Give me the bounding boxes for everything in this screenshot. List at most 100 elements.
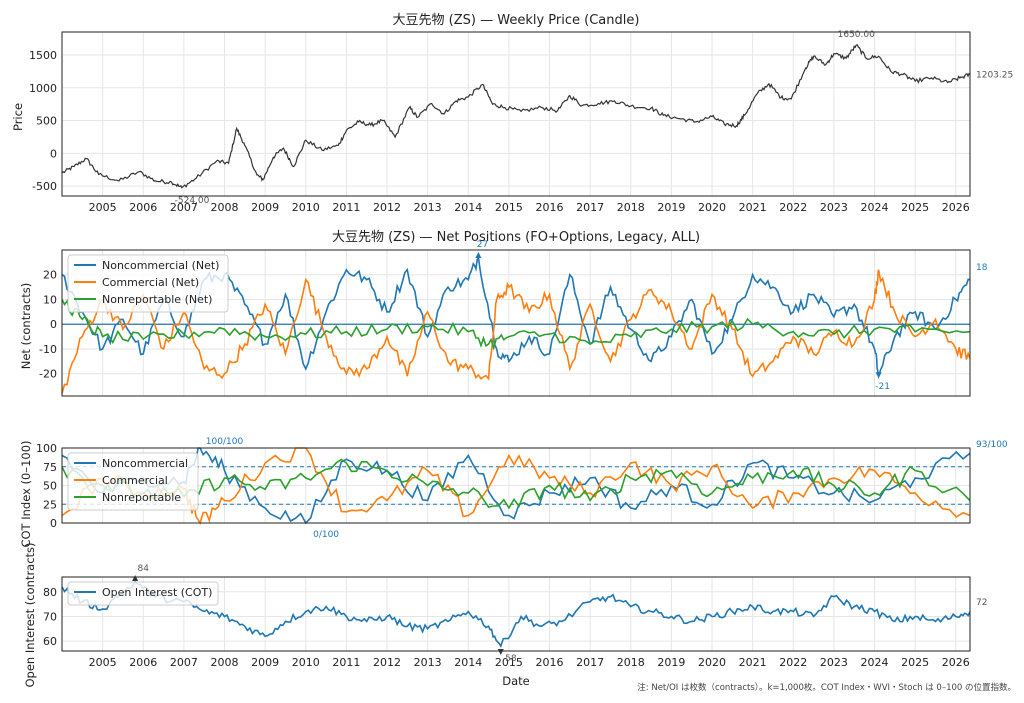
series-line-2 bbox=[61, 458, 971, 510]
legend-box bbox=[67, 581, 219, 606]
min-marker bbox=[875, 372, 882, 379]
y-tick-label: 75 bbox=[43, 461, 57, 474]
y-tick-label: 20 bbox=[43, 269, 57, 282]
y-tick-label: -500 bbox=[32, 180, 57, 193]
y-tick-label: 80 bbox=[43, 586, 57, 599]
legend: Noncommercial (Net) Commercial (Net) Nonre… bbox=[67, 254, 229, 313]
y-tick-label: -20 bbox=[39, 368, 57, 381]
x-tick-label: 2026 bbox=[942, 201, 970, 214]
min-annotation: -524.00 bbox=[175, 196, 210, 206]
y-tick-label: 0 bbox=[50, 147, 57, 160]
x-tick-label: 2010 bbox=[292, 201, 320, 214]
x-tick-label: 2006 bbox=[129, 201, 157, 214]
max-annotation: 1650.00 bbox=[838, 30, 875, 40]
x-tick-label: 2011 bbox=[332, 656, 360, 669]
x-tick-label: 2009 bbox=[251, 201, 279, 214]
legend-label: Commercial (Net) bbox=[102, 276, 199, 289]
x-tick-label: 2026 bbox=[942, 656, 970, 669]
y-tick-label: 50 bbox=[43, 480, 57, 493]
x-tick-label: 2014 bbox=[454, 201, 482, 214]
x-tick-label: 2023 bbox=[820, 656, 848, 669]
x-tick-label: 2007 bbox=[170, 201, 198, 214]
oi-ylabel: Open Interest (contracts) bbox=[23, 542, 37, 687]
min-annotation: 58 bbox=[505, 654, 517, 664]
y-tick-label: -10 bbox=[39, 343, 57, 356]
x-tick-label: 2015 bbox=[495, 656, 523, 669]
x-tick-label: 2012 bbox=[373, 201, 401, 214]
y-tick-label: 0 bbox=[50, 318, 57, 331]
x-tick-label: 2018 bbox=[617, 656, 645, 669]
x-tick-label: 2014 bbox=[454, 656, 482, 669]
y-tick-label: 0 bbox=[50, 517, 57, 530]
legend-label: Nonreportable (Net) bbox=[102, 293, 212, 306]
x-tick-label: 2019 bbox=[657, 201, 685, 214]
max-annotation: 84 bbox=[138, 564, 150, 574]
max-marker bbox=[132, 575, 139, 581]
series-line-1 bbox=[61, 269, 971, 394]
x-tick-label: 2017 bbox=[576, 201, 604, 214]
x-tick-label: 2024 bbox=[861, 201, 889, 214]
y-tick-label: 100 bbox=[36, 442, 57, 455]
legend-label: Noncommercial (Net) bbox=[102, 259, 219, 272]
min-marker bbox=[497, 649, 504, 655]
y-tick-label: 10 bbox=[43, 293, 57, 306]
x-tick-label: 2015 bbox=[495, 201, 523, 214]
x-tick-label: 2011 bbox=[332, 201, 360, 214]
plot-frame bbox=[61, 249, 971, 397]
panel-0: -500 0 500 1000 1500 2005 2006 2007 2008 2009 2010… bbox=[29, 30, 1013, 214]
x-tick-label: 2022 bbox=[779, 656, 807, 669]
plot-frame bbox=[61, 31, 971, 197]
legend-label: Nonreportable bbox=[102, 491, 181, 504]
legend-box bbox=[67, 452, 199, 511]
plot-frame bbox=[61, 576, 971, 652]
x-tick-label: 2013 bbox=[414, 656, 442, 669]
legend-label: Open Interest (COT) bbox=[102, 586, 212, 599]
x-tick-label: 2007 bbox=[170, 656, 198, 669]
x-tick-label: 2008 bbox=[211, 201, 239, 214]
series-line-0 bbox=[61, 580, 971, 648]
y-tick-label: 60 bbox=[43, 635, 57, 648]
cot-ylabel: COT Index (0–100) bbox=[19, 440, 33, 547]
y-tick-label: 500 bbox=[36, 115, 57, 128]
series-line-1 bbox=[61, 447, 971, 525]
x-tick-label: 2022 bbox=[779, 201, 807, 214]
panel-3: 60 70 80 2005 2006 2007 2008 2009 2010 2011 2012 20… bbox=[43, 564, 987, 669]
last-annotation: 1203.25 bbox=[976, 70, 1013, 80]
legend: Noncommercial Commercial Nonreportable bbox=[67, 452, 199, 511]
x-tick-label: 2005 bbox=[89, 656, 117, 669]
x-tick-label: 2009 bbox=[251, 656, 279, 669]
last-annotation: 18 bbox=[976, 263, 988, 273]
x-tick-label: 2005 bbox=[89, 201, 117, 214]
x-tick-label: 2006 bbox=[129, 656, 157, 669]
footer-note: 注: Net/OI は枚数（contracts）。k=1,000枚。COT In… bbox=[637, 682, 1016, 693]
net-chart-title: 大豆先物 (ZS) — Net Positions (FO+Options, L… bbox=[332, 230, 700, 245]
legend-box bbox=[67, 254, 229, 313]
last-annotation: 72 bbox=[976, 598, 987, 608]
x-tick-label: 2008 bbox=[211, 656, 239, 669]
max-marker bbox=[475, 252, 482, 258]
x-tick-label: 2025 bbox=[901, 656, 929, 669]
net-ylabel: Net (contracts) bbox=[19, 283, 33, 370]
min-annotation: -21 bbox=[875, 382, 890, 392]
min-annotation: 0/100 bbox=[313, 530, 339, 540]
series-line-2 bbox=[61, 299, 971, 351]
legend-label: Noncommercial bbox=[102, 457, 188, 470]
x-tick-label: 2020 bbox=[698, 656, 726, 669]
y-tick-label: 1500 bbox=[29, 49, 57, 62]
x-tick-label: 2021 bbox=[739, 656, 767, 669]
x-tick-label: 2021 bbox=[739, 201, 767, 214]
panel-1: -20 -10 0 10 20 Noncommercial (Net) Commercial… bbox=[39, 240, 988, 397]
x-tick-label: 2023 bbox=[820, 201, 848, 214]
x-tick-label: 2024 bbox=[861, 656, 889, 669]
legend-label: Commercial bbox=[102, 474, 168, 487]
series-line-0 bbox=[61, 44, 971, 189]
price-chart-title: 大豆先物 (ZS) — Weekly Price (Candle) bbox=[393, 13, 640, 28]
x-tick-label: 2017 bbox=[576, 656, 604, 669]
max-annotation: 27 bbox=[477, 240, 488, 250]
x-tick-label: 2012 bbox=[373, 656, 401, 669]
legend: Open Interest (COT) bbox=[67, 581, 219, 606]
price-ylabel: Price bbox=[11, 103, 25, 131]
panel-2: 0 25 50 75 100 Noncommercial Commercial Nonrepo… bbox=[36, 437, 1008, 540]
